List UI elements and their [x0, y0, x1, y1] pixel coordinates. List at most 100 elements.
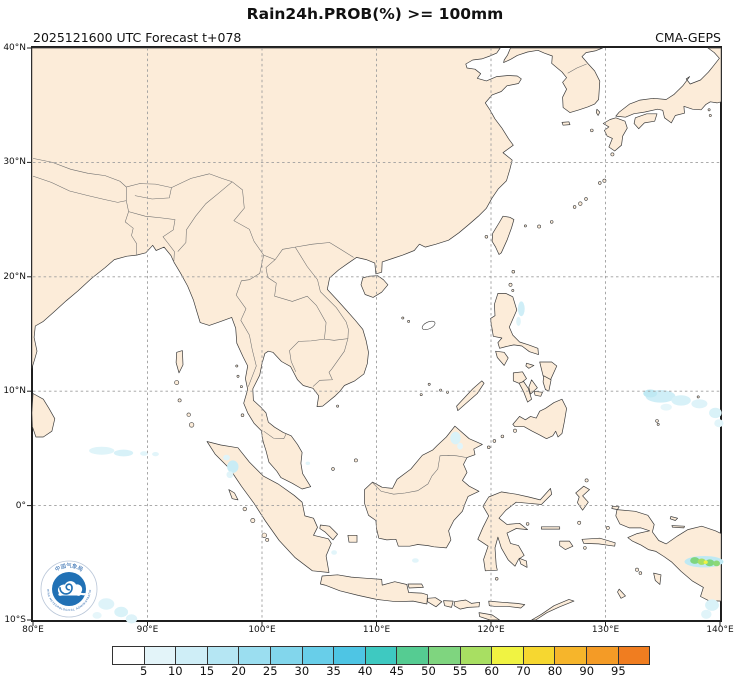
island-dot [265, 537, 270, 542]
country-border [232, 181, 276, 260]
colorbar-tick-label: 10 [167, 664, 183, 678]
precip-patch [227, 460, 239, 474]
island-dot [549, 220, 554, 224]
island-dot [495, 577, 499, 581]
island-dot [708, 114, 712, 117]
country-border [134, 187, 172, 200]
precip-patch [450, 431, 461, 445]
land-buton [518, 557, 528, 568]
colorbar-tick-label: 60 [484, 664, 500, 678]
country-border [567, 63, 587, 74]
colorbar-tick-label: 55 [452, 664, 468, 678]
country-border [274, 242, 354, 260]
land-madura [407, 583, 424, 589]
island-dot [177, 398, 182, 403]
land-hainan [360, 275, 389, 298]
island-dot [584, 478, 589, 483]
precip-patch [690, 557, 700, 564]
land-buru [559, 540, 574, 550]
longitude-label: 100°E [248, 625, 276, 635]
colorbar-tick-label: 70 [516, 664, 531, 678]
land-shikoku [633, 113, 658, 130]
precip-patch [709, 407, 722, 419]
island-dot [487, 445, 491, 449]
precip-patch [705, 599, 719, 611]
colorbar-tick-label: 35 [326, 664, 341, 678]
land-belitung [347, 534, 358, 543]
island-dot [401, 316, 405, 320]
precip-patch [457, 442, 463, 450]
island-dot [583, 546, 587, 550]
colorbar-cell [460, 647, 493, 664]
colorbar-tick-label: 45 [389, 664, 405, 678]
colorbar-cell [523, 647, 556, 664]
longitude-label: 110°E [362, 625, 391, 635]
colorbar-cell [492, 647, 524, 664]
island-dot [578, 201, 583, 206]
atoll-outline [421, 320, 436, 330]
island-dot [508, 282, 513, 287]
island-dot [353, 458, 358, 463]
country-border [294, 246, 349, 330]
latitude-label: 10°N [3, 386, 26, 397]
longitude-label: 140°E [706, 625, 734, 635]
precip-patch [643, 389, 658, 398]
colorbar-cell [555, 647, 587, 664]
latitude-label: 20°N [3, 271, 26, 282]
island-dot [500, 434, 505, 439]
country-border [32, 158, 127, 188]
island-dot [537, 224, 542, 229]
land-aru [653, 572, 662, 585]
precip-patch [517, 301, 525, 317]
island-dot [419, 393, 423, 397]
land-bali [427, 597, 443, 608]
colorbar-cell [239, 647, 271, 664]
country-border [289, 338, 325, 372]
precip-patch [705, 559, 715, 567]
land-tsushima [595, 108, 601, 116]
precip-patch [114, 606, 129, 618]
land-sula [541, 526, 561, 530]
island-dot [635, 567, 639, 572]
precip-patch [691, 399, 708, 409]
island-dot [656, 422, 660, 426]
precip-patch [714, 419, 724, 428]
island-dot [610, 152, 615, 157]
precip-patch [92, 612, 102, 619]
island-dot [331, 467, 335, 471]
island-dot [525, 522, 530, 526]
colorbar-cell [207, 647, 240, 664]
precip-patch [701, 609, 712, 619]
precip-patch [697, 558, 706, 565]
country-border [235, 255, 264, 387]
island-dot [577, 520, 582, 525]
precip-patch [98, 598, 115, 610]
colorbar-tick-label: 30 [294, 664, 310, 678]
country-border [312, 338, 349, 387]
land-mindanao [512, 398, 567, 440]
colorbar-tick-label: 5 [139, 664, 148, 678]
precip-patch [516, 316, 521, 326]
cma-logo: 中国气象局 CHINA METEOROLOGICAL ADMINISTRATIO… [40, 560, 98, 618]
latitude-label: 30°N [3, 157, 26, 168]
island-dot [513, 428, 517, 433]
land-tanimbar [617, 588, 626, 599]
land-honshu [615, 47, 722, 124]
land-halmahera [575, 485, 590, 511]
island-dot [427, 382, 431, 386]
country-border [324, 329, 349, 341]
precip-patch [140, 451, 149, 456]
land-cebu [528, 379, 538, 395]
land-new-guinea [615, 509, 722, 602]
land-leyte [542, 375, 552, 392]
colorbar-tick-label: 50 [421, 664, 436, 678]
map-frame [27, 46, 724, 626]
longitude-label: 80°E [22, 625, 44, 635]
island-dot [590, 128, 594, 133]
island-dot [696, 395, 700, 399]
colorbar-cell [365, 647, 398, 664]
island-dot [174, 380, 180, 385]
precip-patch [412, 558, 419, 563]
land-sumbawa [453, 599, 480, 610]
country-border [128, 211, 176, 262]
